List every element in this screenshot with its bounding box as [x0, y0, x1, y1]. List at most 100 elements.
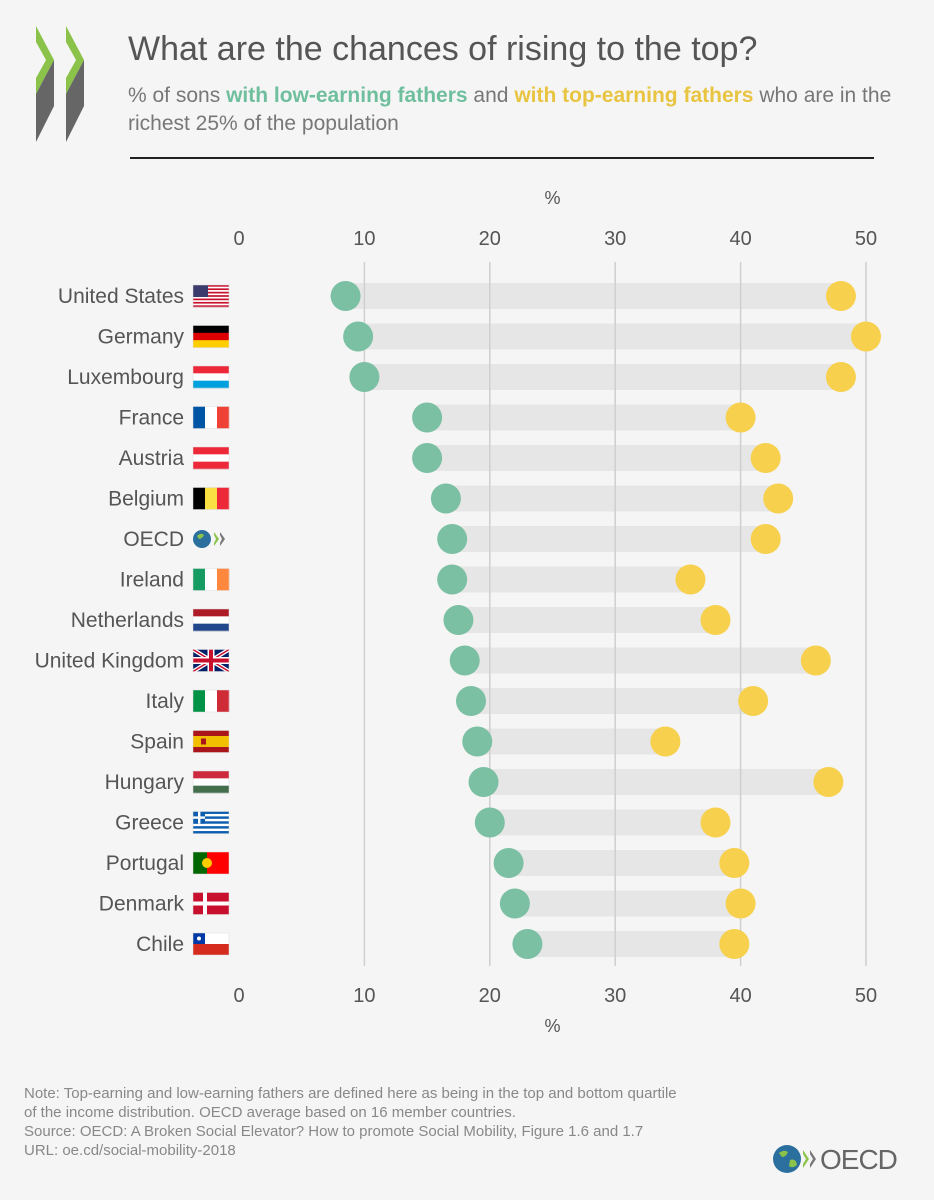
flag-stripe [193, 447, 229, 455]
flag-stripe [193, 609, 229, 617]
flag-stripe [193, 818, 229, 822]
top-earning-dot [675, 564, 706, 595]
tick-label-top: 10 [353, 228, 375, 250]
country-label: Portugal [106, 852, 184, 875]
range-bar [364, 364, 841, 390]
top-earning-dot [719, 848, 750, 878]
globe-land [197, 533, 204, 539]
low-earning-dot [462, 726, 493, 757]
low-earning-dot [412, 443, 443, 473]
country-label: Belgium [108, 488, 184, 511]
low-earning-legend: with low-earning fathers [226, 84, 468, 107]
flag-stripe [193, 293, 229, 296]
flag-stripe [205, 487, 218, 510]
flag-border [192, 284, 230, 308]
germany-flag [192, 325, 230, 348]
uk-flag [191, 647, 231, 674]
flag-stripe [193, 811, 229, 815]
flag-border [192, 568, 230, 591]
top-earning-dot [719, 929, 750, 959]
flag-stripe [193, 305, 229, 308]
flag-stripe [193, 332, 229, 341]
footnote-note-2: of the income distribution. OECD average… [24, 1104, 516, 1121]
flag-stripe [205, 568, 218, 591]
dumbbell-chart: %% 0 0 10 10 20 20 30 30 40 40 50 50 United States Ger… [35, 188, 881, 1036]
flag-border [192, 851, 230, 875]
flag-stripe [193, 340, 229, 348]
flag-stripe [193, 286, 229, 289]
flag-stripe [193, 823, 229, 827]
top-earning-dot [800, 645, 831, 676]
oecd-logo [193, 530, 225, 548]
flag-cross [193, 816, 205, 819]
flag-border [192, 365, 230, 389]
country-label: Chile [136, 933, 184, 956]
low-earning-dot [437, 564, 468, 595]
top-earning-dot [825, 281, 856, 311]
tick-label-bottom: 0 [233, 985, 244, 1007]
flag-stripe [193, 852, 207, 874]
flag-border [192, 730, 230, 753]
range-bar [345, 283, 841, 309]
top-earning-dot [738, 686, 769, 716]
flag-stripe [193, 616, 229, 624]
footnote: Note: Top-earning and low-earning father… [24, 1084, 784, 1160]
flag-border [192, 689, 230, 713]
country-label: Netherlands [71, 609, 184, 632]
top-earning-dot [763, 483, 794, 514]
flag-stripe [193, 933, 229, 944]
france-flag [192, 406, 230, 429]
flag-stripe [193, 454, 229, 462]
low-earning-dot [343, 321, 374, 352]
title-divider [130, 157, 874, 159]
top-earning-dot [725, 402, 756, 433]
flag-stripe [193, 690, 206, 712]
country-label: Austria [119, 447, 185, 470]
low-earning-dot [499, 888, 530, 919]
flag-stripe [217, 406, 230, 429]
flag-border [192, 649, 230, 672]
flag-border [192, 608, 230, 632]
low-earning-dot [443, 605, 474, 635]
flag-border [192, 932, 230, 956]
globe-icon [193, 530, 211, 548]
flag-stripe [193, 461, 229, 470]
tick-label-top: 20 [479, 228, 501, 250]
country-label: Italy [145, 690, 184, 713]
flag-stripe [193, 295, 229, 298]
luxembourg-flag [192, 365, 230, 389]
country-label: Luxembourg [67, 366, 184, 389]
flag-stripe [193, 291, 229, 294]
range-bar [483, 769, 829, 795]
chevron-icon [220, 532, 225, 546]
range-bar [464, 647, 816, 674]
range-bar [452, 566, 691, 593]
tick-label-top: 50 [855, 228, 877, 250]
footnote-note-1: Note: Top-earning and low-earning father… [24, 1085, 677, 1102]
top-earning-dot [700, 807, 731, 838]
country-label: Greece [115, 812, 184, 835]
flag-stripe [217, 690, 230, 712]
top-earning-dot [750, 443, 781, 473]
country-label: OECD [123, 528, 184, 551]
austria-flag [192, 446, 230, 470]
country-label: Germany [98, 326, 185, 349]
low-earning-dot [412, 402, 443, 433]
footnote-source: Source: OECD: A Broken Social Elevator? … [24, 1123, 644, 1140]
flag-stripe [193, 300, 229, 303]
top-earning-dot [825, 362, 856, 392]
range-bar [477, 728, 666, 755]
country-label: United Kingdom [35, 650, 184, 673]
flag-stripe [193, 380, 229, 389]
tick-label-bottom: 20 [479, 985, 501, 1007]
flag-stripe [193, 816, 229, 820]
flag-stripe [193, 831, 229, 834]
globe-icon [773, 1145, 816, 1173]
range-bar [358, 323, 866, 350]
axis-unit-bottom: % [544, 1016, 560, 1036]
tick-label-bottom: 30 [604, 985, 626, 1007]
country-label: Ireland [120, 569, 184, 592]
flag-stripe [205, 690, 218, 712]
us-flag [192, 284, 230, 308]
range-bar [427, 404, 741, 431]
